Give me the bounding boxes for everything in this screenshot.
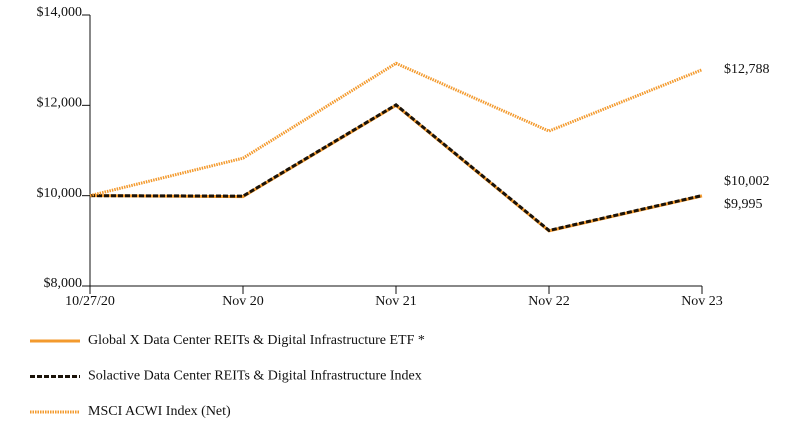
x-tick-label: Nov 23 [681, 294, 723, 309]
value-label: $12,788 [724, 62, 770, 77]
series-line [89, 103, 703, 233]
y-tick-label: $14,000 [37, 5, 83, 20]
legend-label: Global X Data Center REITs & Digital Inf… [88, 333, 425, 348]
legend-label: Solactive Data Center REITs & Digital In… [88, 369, 422, 384]
series-line [89, 61, 703, 198]
x-tick-label: Nov 20 [222, 294, 264, 309]
y-tick-label: $8,000 [44, 276, 83, 291]
series-line [89, 103, 703, 233]
x-tick-label: 10/27/20 [65, 294, 115, 309]
value-label: $10,002 [724, 174, 770, 189]
y-tick-label: $12,000 [37, 96, 83, 111]
y-tick-label: $10,000 [37, 186, 83, 201]
value-label: $9,995 [724, 197, 763, 212]
x-tick-label: Nov 22 [528, 294, 570, 309]
x-tick-label: Nov 21 [375, 294, 417, 309]
legend-label: MSCI ACWI Index (Net) [88, 404, 231, 419]
